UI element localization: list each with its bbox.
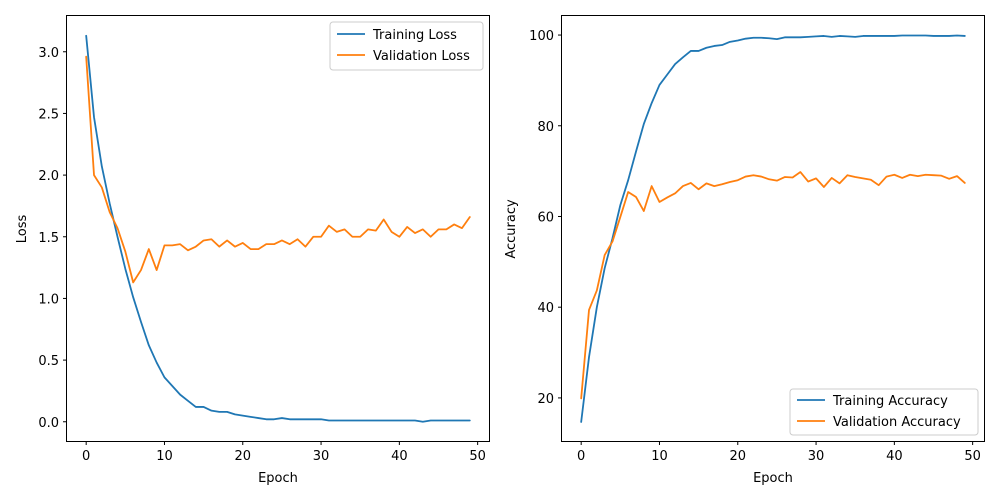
loss-y-tick-label: 2.0: [38, 169, 59, 184]
loss-y-axis-label: Loss: [15, 215, 30, 244]
accuracy-legend-box: [789, 388, 979, 436]
accuracy-series-group: [580, 34, 966, 423]
loss-y-tick-label: 1.5: [38, 231, 59, 246]
acc-x-tick-label: 10: [651, 449, 668, 464]
loss-x-tick-label: 0: [82, 449, 90, 464]
loss-y-tick-label: 0.5: [38, 354, 59, 369]
acc-series-line-validation-accuracy: [580, 171, 966, 400]
acc-y-tick-label: 20: [537, 392, 554, 407]
loss-y-ticks: 0.0 0.5 1.0 1.5 2.0 2.5 3.0: [38, 46, 67, 431]
acc-x-tick-label: 0: [577, 449, 585, 464]
acc-y-tick-label: 100: [529, 29, 554, 44]
loss-legend-box: [329, 21, 484, 71]
loss-series-line-validation-loss: [85, 55, 471, 284]
loss-series-line-training-loss: [85, 34, 471, 423]
acc-y-tick-label: 80: [537, 120, 554, 135]
acc-y-tick-label: 60: [537, 210, 554, 225]
loss-y-tick-label: 2.5: [38, 107, 59, 122]
acc-x-tick-label: 50: [964, 449, 981, 464]
accuracy-chart: 0 10 20 30 40 50 20 40 60 80 100 Epoch Accuracy T…: [504, 15, 985, 486]
loss-y-tick-label: 0.0: [38, 416, 59, 431]
loss-x-axis-label: Epoch: [258, 471, 298, 486]
loss-x-tick-label: 30: [313, 449, 330, 464]
acc-x-tick-label: 20: [729, 449, 746, 464]
loss-y-tick-label: 1.0: [38, 292, 59, 307]
accuracy-legend-label-validation: Validation Accuracy: [833, 415, 961, 430]
loss-x-ticks: 0 10 20 30 40 50: [82, 441, 486, 464]
loss-x-tick-label: 40: [391, 449, 408, 464]
loss-legend-label-training: Training Loss: [372, 28, 457, 43]
accuracy-x-axis-label: Epoch: [753, 471, 793, 486]
loss-y-tick-label: 3.0: [38, 46, 59, 61]
loss-axes-frame: [66, 15, 490, 442]
accuracy-axes-frame: [561, 15, 985, 442]
loss-legend-label-validation: Validation Loss: [373, 49, 470, 64]
loss-chart: 0 10 20 30 40 50 0.00.51.01.52.02.53.0 Epoch …: [15, 15, 490, 486]
accuracy-legend: Training Accuracy Validation Accuracy: [789, 388, 979, 436]
accuracy-y-axis-label: Accuracy: [504, 199, 519, 259]
loss-x-tick-label: 50: [469, 449, 486, 464]
acc-x-tick-label: 40: [886, 449, 903, 464]
accuracy-legend-label-training: Training Accuracy: [832, 394, 948, 409]
loss-x-tick-label: 20: [234, 449, 251, 464]
acc-y-tick-label: 40: [537, 301, 554, 316]
accuracy-x-ticks: 0 10 20 30 40 50: [577, 441, 981, 464]
loss-x-tick-label: 10: [156, 449, 173, 464]
loss-series-group: [85, 34, 471, 423]
acc-x-tick-label: 30: [808, 449, 825, 464]
loss-legend: Training Loss Validation Loss: [329, 21, 484, 71]
acc-series-line-training-accuracy: [580, 34, 966, 423]
accuracy-y-ticks: 20 40 60 80 100: [529, 29, 562, 407]
